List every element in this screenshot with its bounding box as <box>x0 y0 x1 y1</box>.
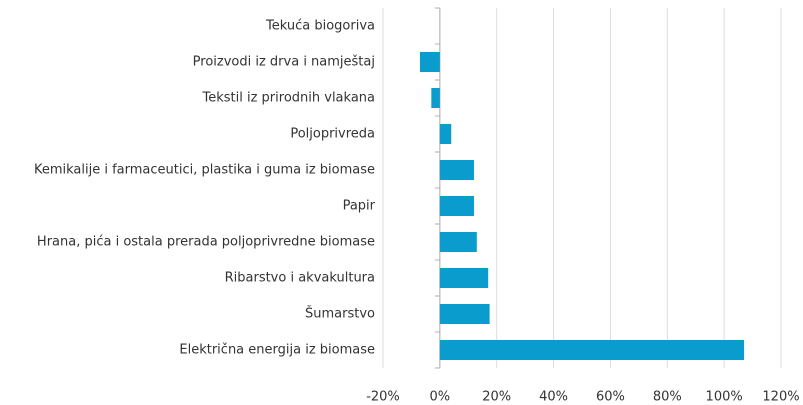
x-tick-label: 0% <box>430 390 451 405</box>
y-tick-label: Tekuća biogoriva <box>265 19 375 34</box>
x-tick-label: 20% <box>482 390 511 405</box>
x-tick-label: 120% <box>762 390 799 405</box>
y-tick-label: Papir <box>343 199 376 214</box>
bar <box>439 304 490 324</box>
x-tick-label: 80% <box>653 390 682 405</box>
bar <box>439 268 489 288</box>
bar <box>431 88 440 108</box>
bar <box>419 52 440 72</box>
x-tick-label: 100% <box>706 390 743 405</box>
y-tick-label: Tekstil iz prirodnih vlakana <box>202 91 376 106</box>
y-tick-label: Kemikalije i farmaceutici, plastika i gu… <box>34 163 375 178</box>
x-tick-label: -20% <box>366 390 400 405</box>
y-tick-label: Šumarstvo <box>305 306 375 322</box>
y-tick-label: Hrana, pića i ostala prerada poljoprivre… <box>37 235 375 250</box>
bar <box>439 196 474 216</box>
bar <box>439 160 474 180</box>
y-tick-label: Električna energija iz biomase <box>179 343 375 358</box>
y-tick-label: Poljoprivreda <box>290 127 375 142</box>
y-tick-label: Ribarstvo i akvakultura <box>225 271 375 286</box>
x-tick-label: 40% <box>539 390 568 405</box>
y-tick-label: Proizvodi iz drva i namještaj <box>193 55 375 70</box>
bar <box>439 232 477 252</box>
bar <box>439 340 745 360</box>
x-tick-label: 60% <box>596 390 625 405</box>
bar <box>439 124 452 144</box>
